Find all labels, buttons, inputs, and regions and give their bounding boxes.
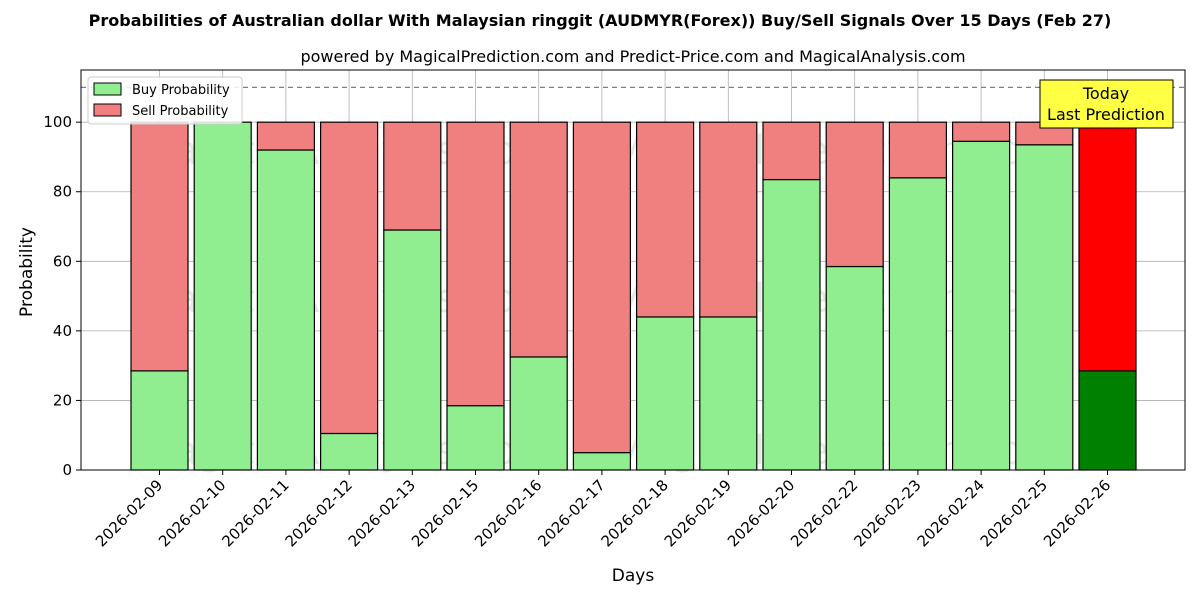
plot-frame	[80, 69, 1186, 471]
sell-bar	[509, 121, 568, 358]
buy-bar	[320, 432, 379, 471]
x-tick-label: 2026-02-22	[787, 476, 861, 550]
x-tick-label: 2026-02-13	[345, 476, 419, 550]
annotation-box	[1039, 79, 1174, 129]
sell-bar	[446, 121, 505, 407]
buy-bar	[635, 316, 695, 471]
x-tick-label: 2026-02-25	[977, 476, 1051, 550]
x-tick-label: 2026-02-26	[1040, 476, 1114, 550]
chart-subtitle: powered by MagicalPrediction.com and Pre…	[300, 47, 965, 66]
buy-bar	[1078, 370, 1137, 471]
x-tick-label: 2026-02-18	[598, 476, 672, 550]
sell-bar	[130, 121, 189, 372]
x-tick-label: 2026-02-16	[471, 476, 545, 550]
buy-bar	[256, 149, 315, 471]
buy-bar	[509, 356, 568, 471]
y-tick-label: 20	[53, 391, 72, 409]
buy-bar	[446, 405, 505, 471]
sell-bar	[951, 121, 1011, 142]
sell-bar	[256, 121, 315, 151]
annotation-text: Today	[1082, 84, 1129, 103]
x-tick-label: 2026-02-10	[155, 476, 229, 550]
y-axis-label: Probability	[17, 227, 37, 317]
legend	[87, 76, 243, 125]
buy-bar	[383, 229, 442, 471]
y-tick-label: 40	[53, 322, 72, 340]
chart-title: Probabilities of Australian dollar With …	[89, 11, 1112, 30]
legend-swatch-buy	[93, 82, 122, 96]
sell-bar	[699, 121, 758, 318]
plot-area: MagicalAnalysis.comMagicalPrediction.com…	[43, 69, 1186, 550]
sell-bar	[888, 121, 948, 179]
x-tick-label: 2026-02-09	[92, 476, 166, 550]
legend-label-sell: Sell Probability	[132, 104, 229, 119]
sell-bar	[635, 121, 695, 318]
x-tick-label: 2026-02-15	[408, 476, 482, 550]
sell-bar	[1078, 121, 1137, 372]
sell-bar	[825, 121, 884, 268]
y-tick-label: 100	[43, 113, 72, 131]
x-tick-label: 2026-02-19	[661, 476, 735, 550]
x-tick-label: 2026-02-11	[218, 476, 292, 550]
x-tick-label: 2026-02-17	[534, 476, 608, 550]
sell-bar	[762, 121, 821, 181]
sell-bar	[383, 121, 442, 231]
buy-bar	[888, 177, 948, 471]
y-tick-label: 60	[53, 252, 72, 270]
sell-bar	[572, 121, 632, 454]
buy-bar	[1015, 144, 1074, 471]
buy-bar	[699, 316, 758, 471]
buy-bar	[951, 140, 1011, 471]
x-tick-label: 2026-02-12	[282, 476, 356, 550]
x-axis-label: Days	[612, 566, 655, 586]
buy-bar	[130, 370, 189, 471]
y-tick-label: 80	[53, 183, 72, 201]
legend-label-buy: Buy Probability	[132, 83, 230, 98]
y-tick-label: 0	[62, 461, 72, 479]
x-tick-label: 2026-02-20	[724, 476, 798, 550]
buy-bar	[572, 452, 632, 471]
annotation-text: Last Prediction	[1047, 105, 1165, 124]
legend-swatch-sell	[93, 103, 122, 117]
buy-bar	[762, 178, 821, 471]
buy-bar	[193, 121, 252, 471]
sell-bar	[320, 121, 379, 435]
x-tick-label: 2026-02-24	[914, 476, 988, 550]
buy-bar	[825, 265, 884, 471]
x-tick-label: 2026-02-23	[850, 476, 924, 550]
